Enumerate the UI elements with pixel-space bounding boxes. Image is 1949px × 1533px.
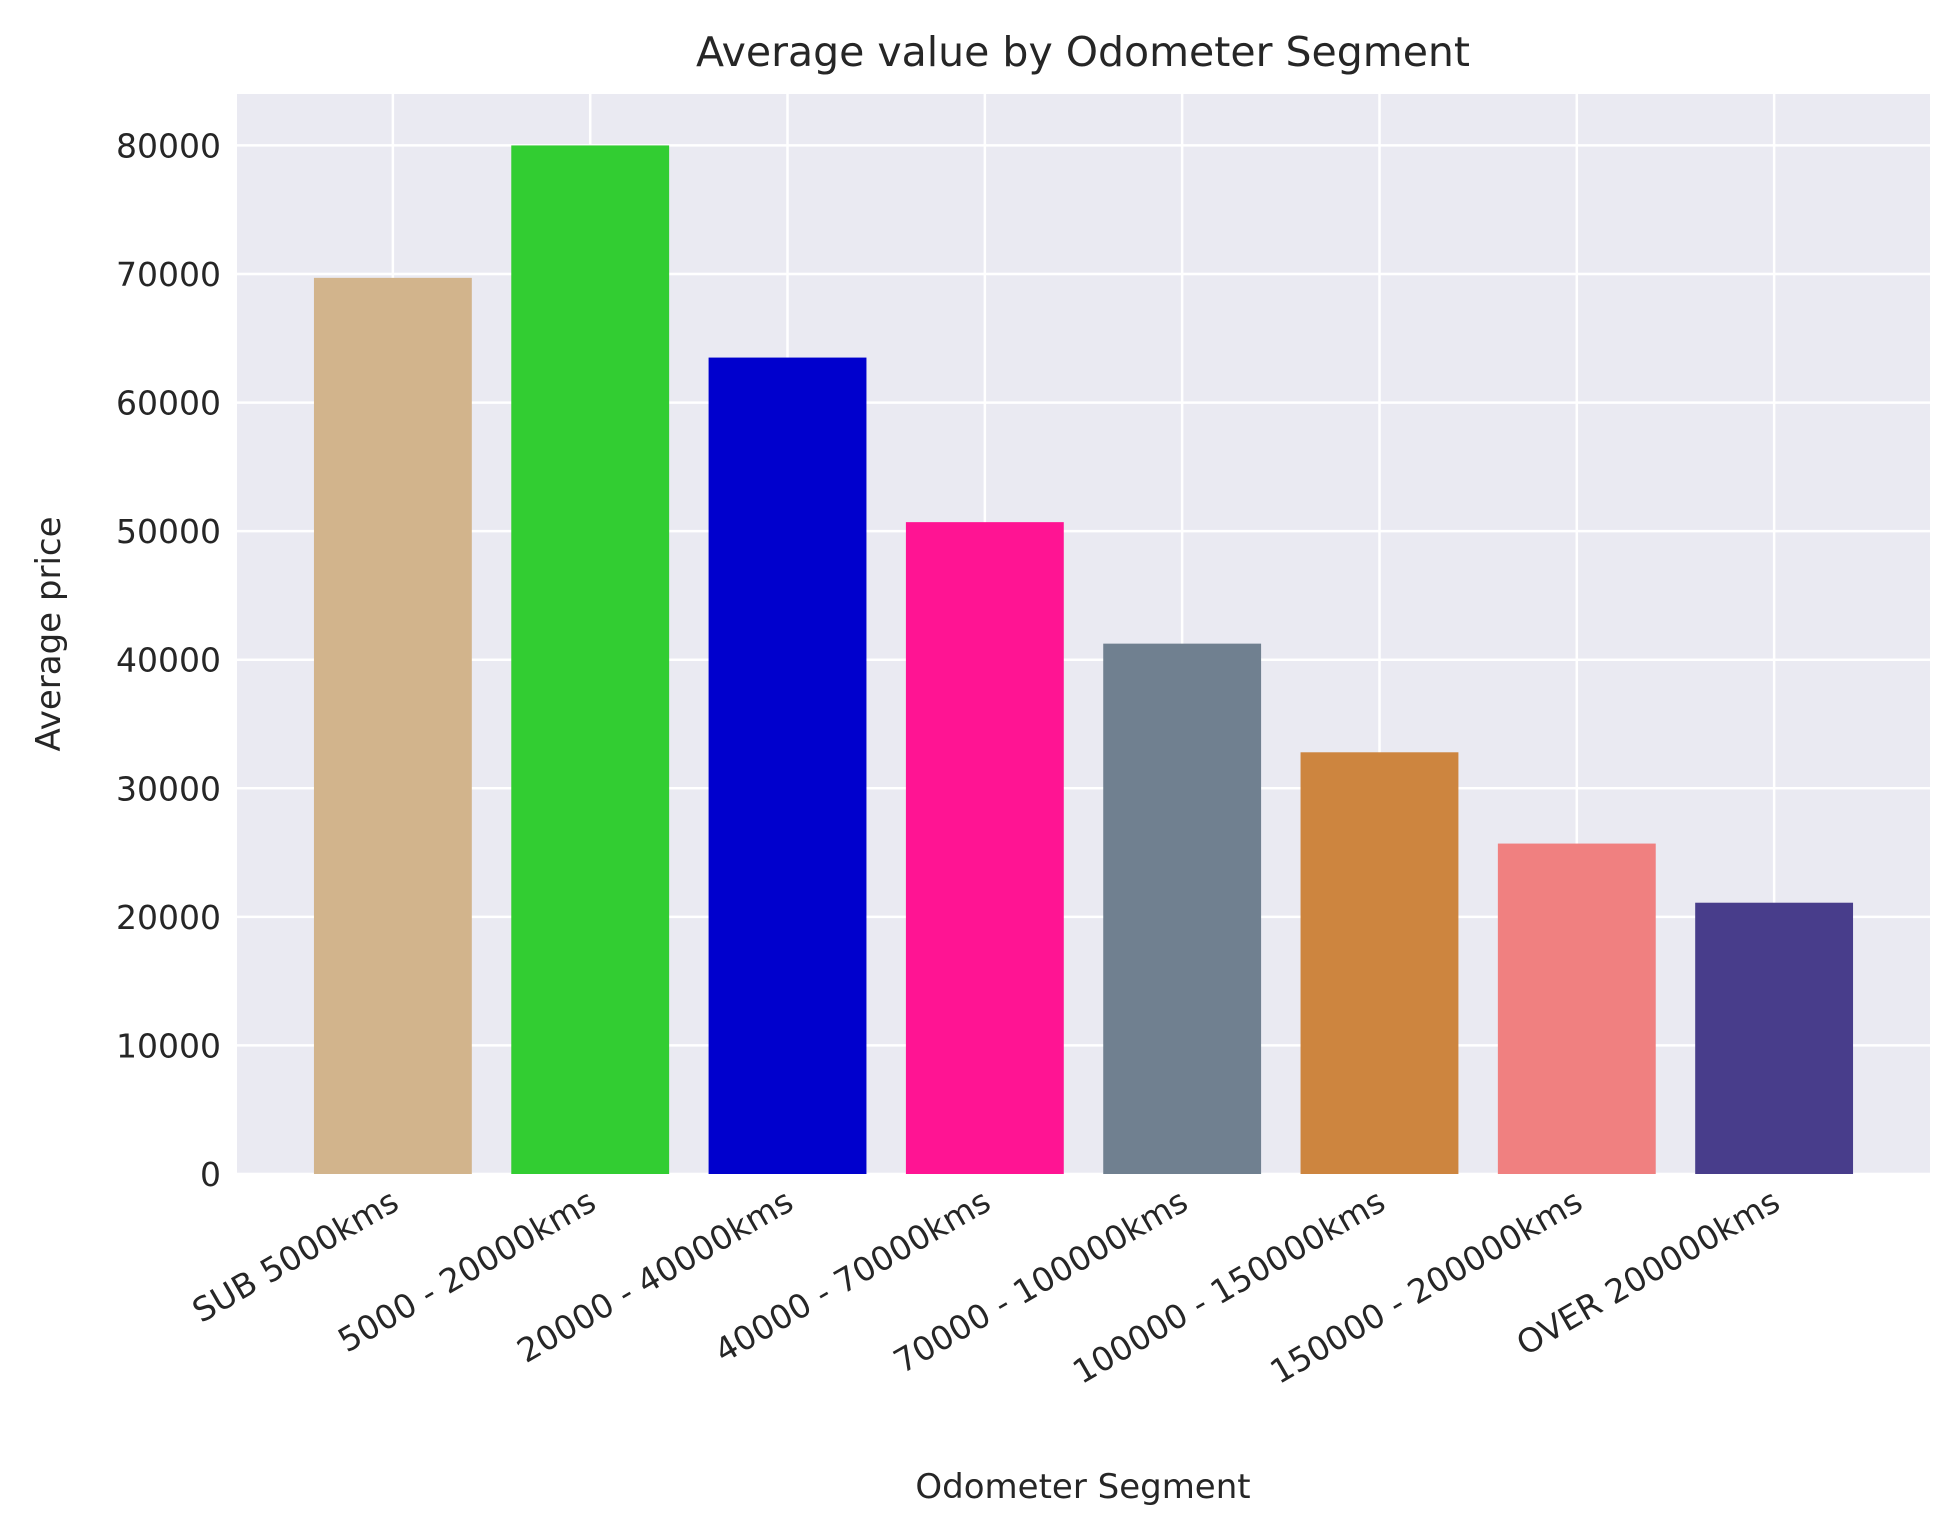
y-tick-label: 0 <box>200 1155 221 1194</box>
y-tick-label: 60000 <box>116 384 221 423</box>
x-axis-label: Odometer Segment <box>915 1467 1250 1507</box>
bar <box>905 522 1064 1174</box>
bar <box>511 145 670 1174</box>
bar <box>708 357 867 1175</box>
x-tick-label: 150000 - 200000kms <box>1263 1181 1588 1391</box>
bars <box>313 145 1854 1175</box>
y-tick-label: 80000 <box>116 126 221 165</box>
bar <box>1695 902 1854 1174</box>
bar <box>313 277 472 1174</box>
y-tick-label: 70000 <box>116 255 221 294</box>
y-tick-label: 30000 <box>116 769 221 808</box>
bar <box>1103 643 1262 1174</box>
y-tick-label: 20000 <box>116 898 221 937</box>
y-tick-label: 50000 <box>116 512 221 551</box>
chart-title: Average value by Odometer Segment <box>696 28 1470 76</box>
bar <box>1300 752 1459 1174</box>
y-tick-label: 40000 <box>116 641 221 680</box>
y-axis-ticks: 0 10000 20000 30000 40000 50000 60000 70000 8000… <box>116 126 221 1194</box>
plot-area <box>237 94 1930 1174</box>
x-tick-label: 100000 - 150000kms <box>1066 1181 1391 1391</box>
y-axis-label: Average price <box>29 516 69 751</box>
bar <box>1497 843 1656 1174</box>
y-tick-label: 10000 <box>116 1026 221 1065</box>
